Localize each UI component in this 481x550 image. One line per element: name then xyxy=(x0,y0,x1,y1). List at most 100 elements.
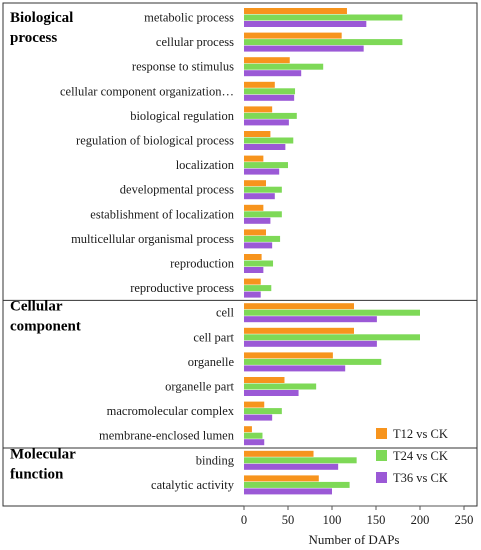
bar-t24-vs-ck-regulation-of-biological-process xyxy=(244,137,294,144)
category-label-localization: localization xyxy=(176,158,235,172)
bar-t36-vs-ck-multicellular-organismal-process xyxy=(244,242,273,249)
bar-t36-vs-ck-membrane-enclosed-lumen xyxy=(244,439,265,446)
legend: T12 vs CK T24 vs CK T36 vs CK xyxy=(376,427,448,485)
bar-t24-vs-ck-biological-regulation xyxy=(244,112,297,119)
bar-t36-vs-ck-catalytic-activity xyxy=(244,488,332,495)
x-tick-label-50: 50 xyxy=(282,513,295,527)
bar-t36-vs-ck-cell-part xyxy=(244,340,377,347)
bar-t12-vs-ck-cellular-process xyxy=(244,32,342,39)
bar-t36-vs-ck-developmental-process xyxy=(244,193,275,200)
category-label-establishment-of-localization: establishment of localization xyxy=(90,207,234,221)
bar-t36-vs-ck-organelle xyxy=(244,365,346,372)
bar-t24-vs-ck-establishment-of-localization xyxy=(244,211,282,218)
bar-t24-vs-ck-catalytic-activity xyxy=(244,481,350,488)
category-label-cellular-process: cellular process xyxy=(156,35,234,49)
category-label-reproductive-process: reproductive process xyxy=(130,281,234,295)
bar-t36-vs-ck-reproductive-process xyxy=(244,291,261,298)
bar-t12-vs-ck-biological-regulation xyxy=(244,106,273,113)
bar-t24-vs-ck-cellular-process xyxy=(244,39,403,46)
panel-border xyxy=(2,2,478,507)
group-label-cellular-component: Cellular component xyxy=(10,299,81,335)
bar-t12-vs-ck-reproduction xyxy=(244,254,262,260)
category-label-reproduction: reproduction xyxy=(170,257,235,271)
category-label-response-to-stimulus: response to stimulus xyxy=(132,60,234,74)
x-axis: 0 50 100 150 200 250 Number of DAPs xyxy=(241,505,474,547)
bar-t24-vs-ck-reproductive-process xyxy=(244,285,272,292)
group-label-molecular-function: Molecular function xyxy=(10,446,76,482)
bar-t12-vs-ck-reproductive-process xyxy=(244,278,261,285)
bar-t24-vs-ck-binding xyxy=(244,457,357,464)
bar-t24-vs-ck-macromolecular-complex xyxy=(244,408,282,415)
bar-t12-vs-ck-organelle xyxy=(244,352,333,359)
category-label-multicellular-organismal-process: multicellular organismal process xyxy=(71,232,234,246)
x-tick-label-150: 150 xyxy=(367,513,386,527)
bar-t12-vs-ck-cell xyxy=(244,303,354,310)
category-label-membrane-enclosed-lumen: membrane-enclosed lumen xyxy=(99,429,235,443)
bar-t24-vs-ck-cell-part xyxy=(244,334,420,341)
legend-swatch-t24-vs-ck xyxy=(376,450,387,461)
bar-t36-vs-ck-regulation-of-biological-process xyxy=(244,144,286,150)
category-label-regulation-of-biological-process: regulation of biological process xyxy=(76,134,234,148)
bar-t36-vs-ck-cellular-process xyxy=(244,45,364,52)
bar-t24-vs-ck-response-to-stimulus xyxy=(244,63,324,70)
bar-t24-vs-ck-metabolic-process xyxy=(244,14,403,21)
x-tick-label-200: 200 xyxy=(411,513,430,527)
legend-label-t24-vs-ck: T24 vs CK xyxy=(393,449,448,463)
bar-t24-vs-ck-developmental-process xyxy=(244,186,282,193)
bar-t36-vs-ck-metabolic-process xyxy=(244,21,367,27)
bar-t24-vs-ck-organelle xyxy=(244,358,382,365)
bar-t12-vs-ck-binding xyxy=(244,450,314,457)
bar-t12-vs-ck-establishment-of-localization xyxy=(244,204,264,211)
bar-t36-vs-ck-organelle-part xyxy=(244,390,299,396)
category-label-catalytic-activity: catalytic activity xyxy=(151,478,235,492)
bar-t36-vs-ck-cellular-component-organization xyxy=(244,94,295,101)
bar-t12-vs-ck-organelle-part xyxy=(244,377,285,383)
category-label-cellular-component-organization: cellular component organization… xyxy=(60,84,234,98)
bar-t12-vs-ck-localization xyxy=(244,155,264,162)
category-label-organelle: organelle xyxy=(188,355,235,369)
x-tick-label-250: 250 xyxy=(455,513,474,527)
legend-swatch-t12-vs-ck xyxy=(376,428,387,439)
chart-frame xyxy=(2,2,478,507)
bar-t24-vs-ck-localization xyxy=(244,162,288,169)
bar-t12-vs-ck-catalytic-activity xyxy=(244,475,319,482)
bar-t36-vs-ck-cell xyxy=(244,316,377,323)
bar-t36-vs-ck-reproduction xyxy=(244,267,264,273)
bar-t36-vs-ck-binding xyxy=(244,463,339,470)
x-tick-label-0: 0 xyxy=(241,513,247,527)
category-label-metabolic-process: metabolic process xyxy=(144,11,234,25)
legend-label-t36-vs-ck: T36 vs CK xyxy=(393,471,448,485)
category-label-macromolecular-complex: macromolecular complex xyxy=(107,404,235,418)
bar-t12-vs-ck-metabolic-process xyxy=(244,8,347,14)
bar-t12-vs-ck-response-to-stimulus xyxy=(244,57,290,64)
bar-t24-vs-ck-organelle-part xyxy=(244,383,317,390)
bar-t36-vs-ck-response-to-stimulus xyxy=(244,70,302,77)
bars xyxy=(244,8,420,495)
bar-t36-vs-ck-macromolecular-complex xyxy=(244,414,273,421)
bar-t12-vs-ck-membrane-enclosed-lumen xyxy=(244,426,252,433)
bar-t24-vs-ck-cellular-component-organization xyxy=(244,88,296,95)
category-label-cell-part: cell part xyxy=(193,330,234,344)
group-labels: Biological process Cellular component Molecu… xyxy=(10,10,81,482)
bar-t12-vs-ck-regulation-of-biological-process xyxy=(244,131,271,137)
category-label-developmental-process: developmental process xyxy=(120,183,234,197)
bar-t12-vs-ck-cellular-component-organization xyxy=(244,81,275,88)
group-label-biological-process: Biological process xyxy=(10,10,73,46)
bar-t12-vs-ck-multicellular-organismal-process xyxy=(244,229,266,236)
bar-t12-vs-ck-cell-part xyxy=(244,327,354,334)
category-labels: metabolic process cellular process respons… xyxy=(60,11,235,492)
bar-t24-vs-ck-cell xyxy=(244,309,420,316)
bar-t36-vs-ck-biological-regulation xyxy=(244,119,289,126)
bar-t12-vs-ck-developmental-process xyxy=(244,180,266,187)
bar-t24-vs-ck-multicellular-organismal-process xyxy=(244,235,281,242)
x-tick-label-100: 100 xyxy=(323,513,342,527)
bar-t24-vs-ck-membrane-enclosed-lumen xyxy=(244,432,263,439)
bar-t36-vs-ck-localization xyxy=(244,168,280,175)
category-label-binding: binding xyxy=(196,453,235,467)
category-label-cell: cell xyxy=(216,306,235,320)
category-label-organelle-part: organelle part xyxy=(165,380,234,394)
bar-t24-vs-ck-reproduction xyxy=(244,260,274,267)
x-axis-title: Number of DAPs xyxy=(309,532,400,547)
